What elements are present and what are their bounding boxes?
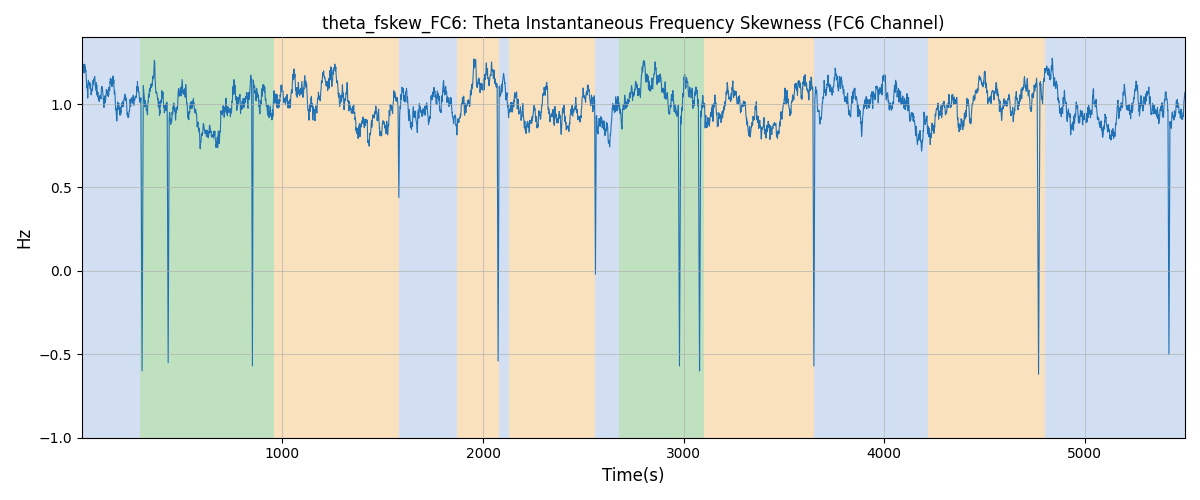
Bar xyxy=(82,38,140,438)
Bar xyxy=(814,38,929,438)
Bar xyxy=(619,38,703,438)
Bar xyxy=(275,38,398,438)
Bar xyxy=(595,38,619,438)
Bar xyxy=(140,38,275,438)
Bar xyxy=(499,38,509,438)
Bar xyxy=(703,38,814,438)
X-axis label: Time(s): Time(s) xyxy=(602,467,665,485)
Bar xyxy=(457,38,499,438)
Bar xyxy=(398,38,457,438)
Y-axis label: Hz: Hz xyxy=(14,227,32,248)
Bar xyxy=(509,38,595,438)
Title: theta_fskew_FC6: Theta Instantaneous Frequency Skewness (FC6 Channel): theta_fskew_FC6: Theta Instantaneous Fre… xyxy=(323,15,944,34)
Bar xyxy=(1045,38,1184,438)
Bar xyxy=(929,38,1045,438)
